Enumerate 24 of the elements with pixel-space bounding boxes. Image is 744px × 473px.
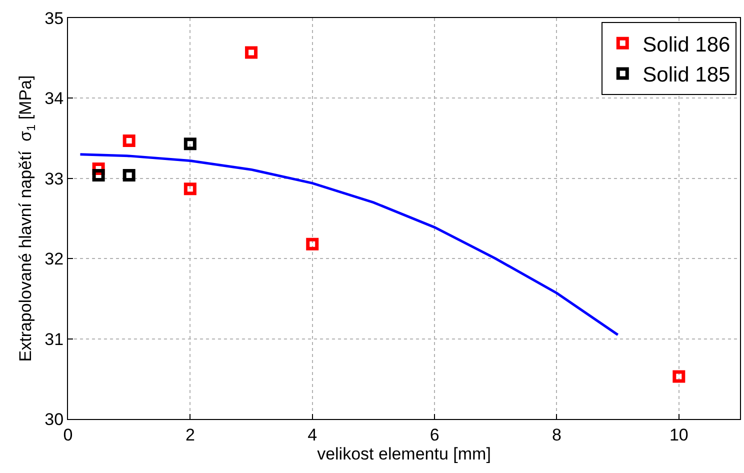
point [245,46,258,59]
legend-label: Solid 186 [642,33,730,56]
y-tick-label: 32 [44,250,64,269]
point [672,370,686,383]
y-tick-label: 35 [44,8,64,28]
x-tick-label: 8 [552,425,562,444]
y-tick-label: 31 [44,330,64,349]
point [122,168,136,182]
legend-label: Solid 185 [642,64,730,87]
point [122,134,136,147]
x-tick-label: 6 [430,425,440,444]
x-tick-label: 0 [63,425,73,444]
point [184,138,196,150]
point [92,168,105,182]
x-axis-title: velikost elementu [mm] [317,444,491,464]
y-tick-label: 34 [44,89,64,108]
x-tick-label: 2 [185,425,195,444]
x-tick-label: 10 [669,425,688,444]
line-series [78,153,620,336]
x-tick-label: 4 [308,425,318,444]
y-tick-label: 30 [44,410,64,429]
point [184,182,196,196]
y-tick-label: 33 [44,169,64,188]
point [306,238,319,250]
